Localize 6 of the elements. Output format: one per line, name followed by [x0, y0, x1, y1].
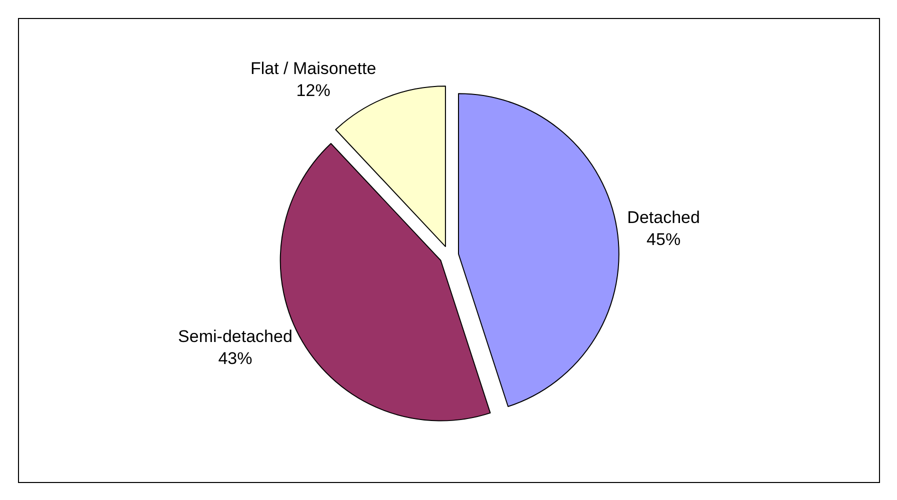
- data-label: 45%: [646, 230, 681, 249]
- data-label: 12%: [296, 81, 330, 100]
- slice-label: Flat / Maisonette: [250, 59, 376, 78]
- slice-label: Semi-detached: [178, 326, 292, 346]
- data-label: 43%: [218, 348, 252, 368]
- slice-label: Detached: [627, 208, 700, 227]
